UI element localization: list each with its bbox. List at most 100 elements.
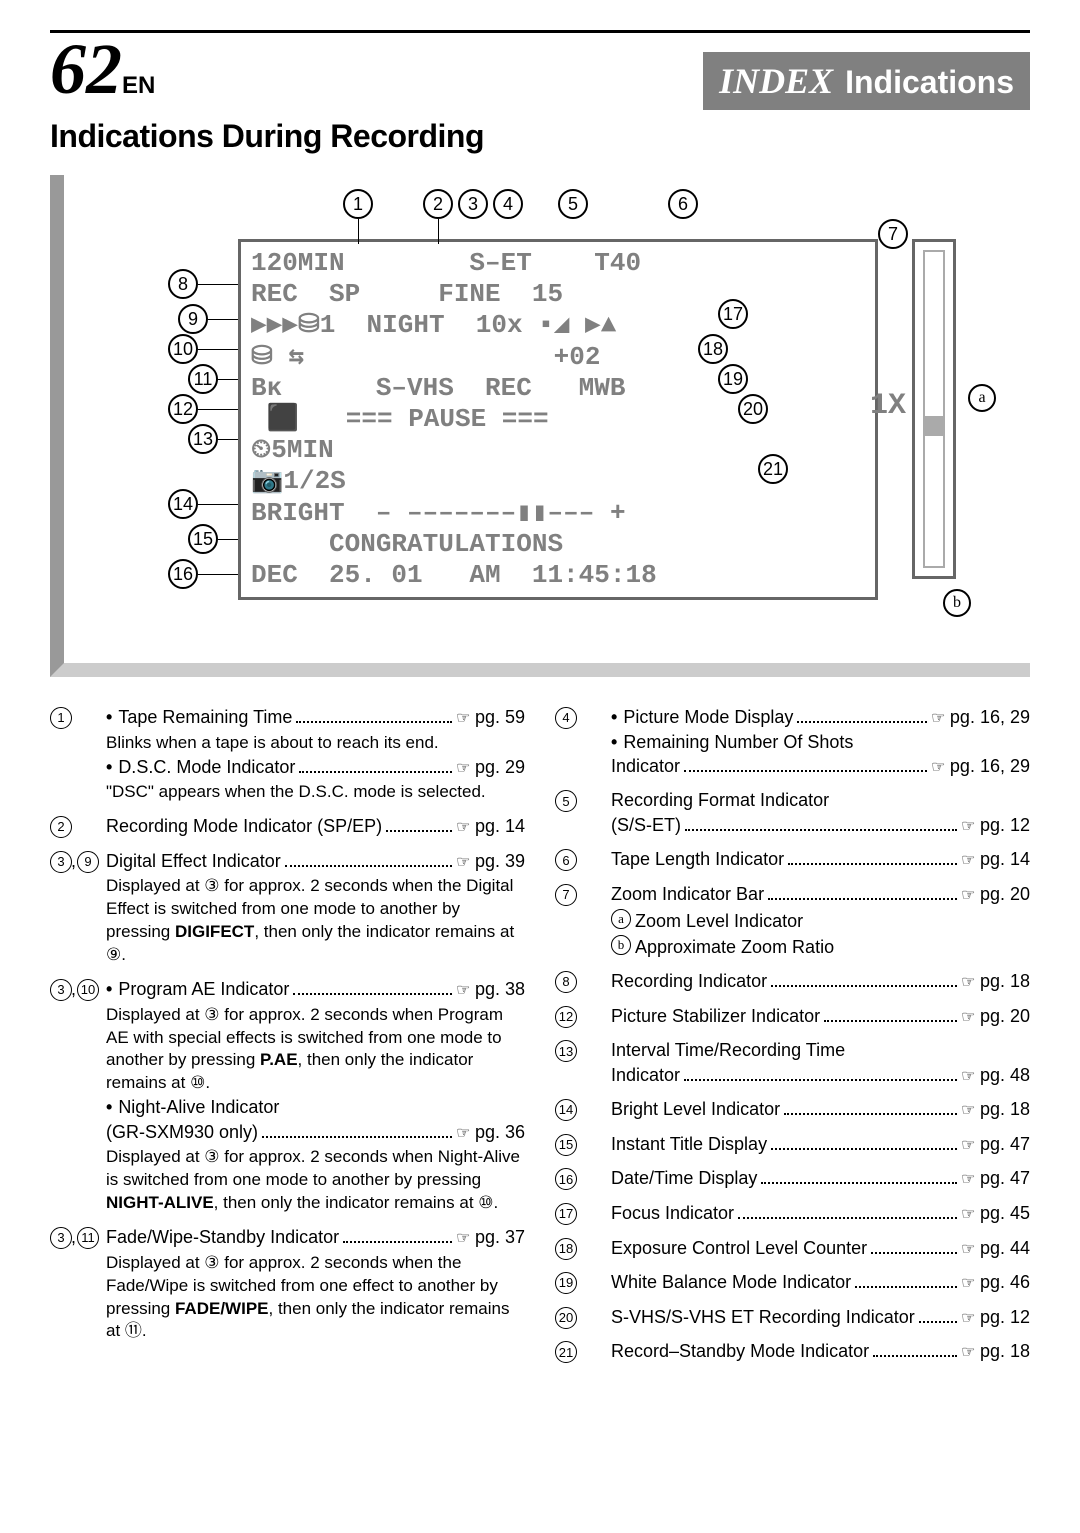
page-reference: pg. 46 [961, 1270, 1030, 1295]
item-note: "DSC" appears when the D.S.C. mode is se… [106, 781, 525, 804]
callout-3: 3 [458, 189, 488, 219]
item-label: Record–Standby Mode Indicator [611, 1339, 869, 1363]
display-line-8: BRIGHT – –––––––▮▮––– + [251, 498, 865, 529]
sub-letter: a [611, 909, 631, 929]
index-item: 3,9Digital Effect Indicatorpg. 39Display… [50, 849, 525, 967]
callout-5: 5 [558, 189, 588, 219]
zoom-ratio-label: 1X [870, 389, 906, 423]
section-subtitle: Indications During Recording [50, 118, 1030, 155]
page-reference: pg. 18 [961, 969, 1030, 994]
item-label: Fade/Wipe-Standby Indicator [106, 1225, 339, 1249]
index-item: 7Zoom Indicator Barpg. 20aZoom Level Ind… [555, 882, 1030, 959]
item-note: Displayed at ③ for approx. 2 seconds whe… [106, 1252, 525, 1344]
index-item: 16Date/Time Displaypg. 47 [555, 1166, 1030, 1191]
item-label: (GR-SXM930 only) [106, 1120, 258, 1144]
callout-6: 6 [668, 189, 698, 219]
item-note: Blinks when a tape is about to reach its… [106, 732, 525, 755]
item-number: 5 [555, 790, 577, 812]
zoom-bar [912, 239, 956, 579]
item-label: D.S.C. Mode Indicator [106, 755, 295, 779]
index-columns: 1Tape Remaining Timepg. 59Blinks when a … [50, 705, 1030, 1374]
index-item: 2Recording Mode Indicator (SP/EP)pg. 14 [50, 814, 525, 839]
item-label: (S/S-ET) [611, 813, 681, 837]
page-reference: pg. 45 [961, 1201, 1030, 1226]
index-item: 12Picture Stabilizer Indicatorpg. 20 [555, 1004, 1030, 1029]
page-number-suffix: EN [122, 72, 155, 99]
item-number: 15 [555, 1134, 577, 1156]
item-note: Displayed at ③ for approx. 2 seconds whe… [106, 1146, 525, 1215]
callout-15: 15 [188, 524, 218, 554]
page-reference: pg. 39 [456, 849, 525, 874]
index-item: 4Picture Mode Displaypg. 16, 29Remaining… [555, 705, 1030, 778]
item-label: Recording Format Indicator [611, 788, 829, 812]
item-number: 8 [555, 971, 577, 993]
display-line-3: ⛁ ⇆ +02 [251, 342, 865, 373]
display-line-10: DEC 25. 01 AM 11:45:18 [251, 560, 865, 591]
sub-text: Approximate Zoom Ratio [635, 935, 834, 959]
callout-8: 8 [168, 269, 198, 299]
index-item: 6Tape Length Indicatorpg. 14 [555, 847, 1030, 872]
left-column: 1Tape Remaining Timepg. 59Blinks when a … [50, 705, 525, 1374]
item-number: 7 [555, 884, 577, 906]
item-note: Displayed at ③ for approx. 2 seconds whe… [106, 1004, 525, 1096]
page-reference: pg. 16, 29 [931, 754, 1030, 779]
index-item: 5Recording Format Indicator(S/S-ET)pg. 1… [555, 788, 1030, 837]
right-column: 4Picture Mode Displaypg. 16, 29Remaining… [555, 705, 1030, 1374]
index-item: 17Focus Indicatorpg. 45 [555, 1201, 1030, 1226]
callout-4: 4 [493, 189, 523, 219]
item-label: Recording Mode Indicator (SP/EP) [106, 814, 382, 838]
page-number-value: 62 [50, 29, 122, 109]
zoom-marker [923, 416, 945, 436]
callout-12: 12 [168, 394, 198, 424]
callout-a: a [968, 384, 996, 412]
item-number: 10 [77, 979, 99, 1001]
callout-1: 1 [343, 189, 373, 219]
item-number: 12 [555, 1006, 577, 1028]
index-item: 18Exposure Control Level Counterpg. 44 [555, 1236, 1030, 1261]
header-section: Indications [845, 64, 1014, 101]
sub-letter: b [611, 935, 631, 955]
item-number: 3 [50, 1227, 72, 1249]
item-label: White Balance Mode Indicator [611, 1270, 851, 1294]
display-line-0: 120MIN S–ET T40 [251, 248, 865, 279]
callout-10: 10 [168, 334, 198, 364]
item-label: Date/Time Display [611, 1166, 757, 1190]
page-reference: pg. 38 [456, 977, 525, 1002]
header-title: INDEX Indications [703, 52, 1030, 110]
page-reference: pg. 14 [456, 814, 525, 839]
display-line-5: ⬛ === PAUSE === [251, 404, 865, 435]
item-label: Indicator [611, 1063, 680, 1087]
item-label: Program AE Indicator [106, 977, 289, 1001]
page-header: 62EN INDEX Indications [50, 30, 1030, 110]
item-number: 6 [555, 849, 577, 871]
display-line-2: ▶▶▶⛁1 NIGHT 10x ▪◢ ▶▲ [251, 310, 865, 341]
item-number: 3 [50, 979, 72, 1001]
index-item: 19White Balance Mode Indicatorpg. 46 [555, 1270, 1030, 1295]
item-label: Remaining Number Of Shots [611, 730, 853, 754]
item-number: 14 [555, 1099, 577, 1121]
page-reference: pg. 29 [456, 755, 525, 780]
page-reference: pg. 20 [961, 882, 1030, 907]
item-label: Digital Effect Indicator [106, 849, 281, 873]
page-reference: pg. 59 [456, 705, 525, 730]
item-number: 17 [555, 1203, 577, 1225]
item-note: Displayed at ③ for approx. 2 seconds whe… [106, 875, 525, 967]
item-number: 3 [50, 851, 72, 873]
item-label: Interval Time/Recording Time [611, 1038, 845, 1062]
callout-11: 11 [188, 364, 218, 394]
item-label: Bright Level Indicator [611, 1097, 780, 1121]
item-number: 13 [555, 1040, 577, 1062]
page-reference: pg. 12 [961, 1305, 1030, 1330]
callout-16: 16 [168, 559, 198, 589]
item-label: Instant Title Display [611, 1132, 767, 1156]
item-number: 11 [77, 1227, 99, 1249]
index-item: 14Bright Level Indicatorpg. 18 [555, 1097, 1030, 1122]
index-item: 20S-VHS/S-VHS ET Recording Indicatorpg. … [555, 1305, 1030, 1330]
page-reference: pg. 18 [961, 1339, 1030, 1364]
page-reference: pg. 37 [456, 1225, 525, 1250]
item-label: Night-Alive Indicator [106, 1095, 279, 1119]
display-line-6: ⏲5MIN [251, 435, 865, 466]
page-reference: pg. 36 [456, 1120, 525, 1145]
display-line-7: 📷1/2S [251, 466, 865, 497]
item-label: Tape Length Indicator [611, 847, 784, 871]
